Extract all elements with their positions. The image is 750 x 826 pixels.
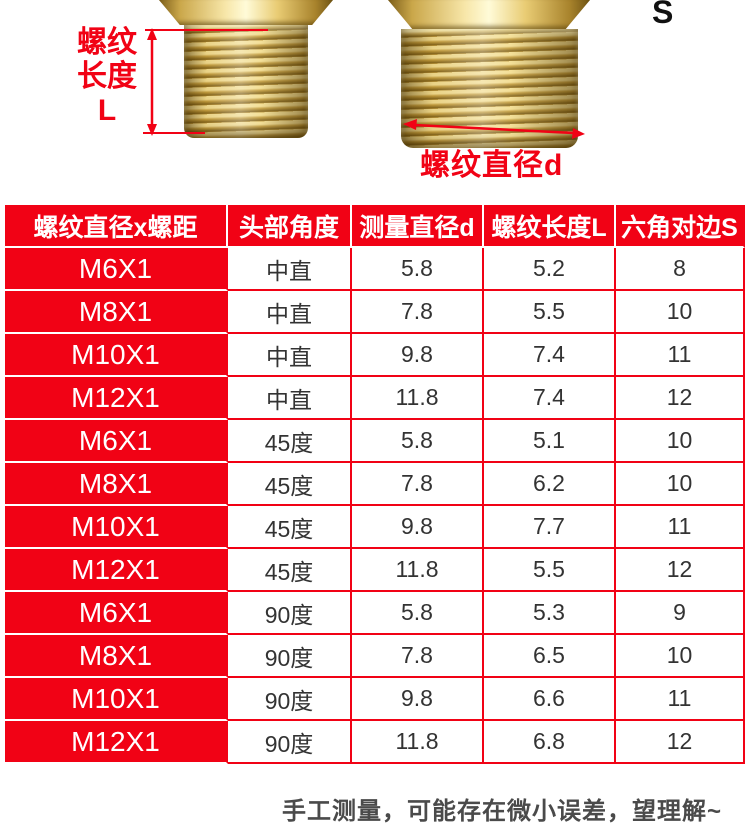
spec-value-cell: 90度: [228, 721, 352, 764]
spec-value-cell: 90度: [228, 678, 352, 721]
spec-value-cell: 7.7: [484, 506, 616, 549]
spec-value-cell: 7.8: [352, 463, 484, 506]
spec-size-cell: M6X1: [5, 248, 228, 291]
spec-value-cell: 8: [616, 248, 745, 291]
spec-size-cell: M12X1: [5, 377, 228, 420]
label-line: L: [97, 94, 117, 127]
spec-size-cell: M10X1: [5, 506, 228, 549]
spec-value-cell: 10: [616, 635, 745, 678]
spec-value-cell: 7.8: [352, 291, 484, 334]
spec-size-cell: M12X1: [5, 721, 228, 764]
table-row: M12X1 中直 11.8 7.4 12: [5, 377, 745, 420]
spec-value-cell: 中直: [228, 334, 352, 377]
spec-value-cell: 11: [616, 678, 745, 721]
fitting-hex-base: [388, 0, 590, 29]
spec-value-cell: 12: [616, 377, 745, 420]
spec-value-cell: 11.8: [352, 377, 484, 420]
spec-size-cell: M8X1: [5, 463, 228, 506]
spec-size-cell: M8X1: [5, 635, 228, 678]
spec-value-cell: 7.8: [352, 635, 484, 678]
label-line: 螺纹: [77, 26, 137, 59]
spec-value-cell: 6.8: [484, 721, 616, 764]
spec-value-cell: 9.8: [352, 506, 484, 549]
spec-value-cell: 5.8: [352, 420, 484, 463]
column-header: 螺纹长度L: [484, 205, 616, 248]
spec-value-cell: 5.8: [352, 592, 484, 635]
measurement-disclaimer: 手工测量，可能存在微小误差，望理解~: [281, 798, 722, 825]
spec-table: 螺纹直径x螺距 头部角度 测量直径d 螺纹长度L 六角对边S M6X1 中直 5.8 5.2 8…: [5, 205, 745, 764]
spec-value-cell: 5.1: [484, 420, 616, 463]
spec-size-cell: M6X1: [5, 592, 228, 635]
table-row: M10X1 90度 9.8 6.6 11: [5, 678, 745, 721]
spec-value-cell: 6.2: [484, 463, 616, 506]
spec-value-cell: 10: [616, 291, 745, 334]
table-row: M6X1 中直 5.8 5.2 8: [5, 248, 745, 291]
spec-size-cell: M8X1: [5, 291, 228, 334]
spec-value-cell: 12: [616, 549, 745, 592]
spec-value-cell: 9.8: [352, 678, 484, 721]
table-body: M6X1 中直 5.8 5.2 8 M8X1 中直 7.8 5.5 10 M10X1 中直 9.8 7.4…: [5, 248, 745, 764]
spec-value-cell: 45度: [228, 420, 352, 463]
column-header: 头部角度: [228, 205, 352, 248]
spec-value-cell: 5.2: [484, 248, 616, 291]
column-header: 六角对边S: [616, 205, 745, 248]
spec-value-cell: 5.3: [484, 592, 616, 635]
fitting-thread-shaft: [184, 25, 308, 138]
table-row: M8X1 中直 7.8 5.5 10: [5, 291, 745, 334]
table-row: M10X1 中直 9.8 7.4 11: [5, 334, 745, 377]
spec-value-cell: 6.5: [484, 635, 616, 678]
table-row: M10X1 45度 9.8 7.7 11: [5, 506, 745, 549]
fitting-thread-shaft: [401, 29, 578, 148]
spec-value-cell: 90度: [228, 592, 352, 635]
table-row: M8X1 45度 7.8 6.2 10: [5, 463, 745, 506]
thread-length-dimension-label: 螺纹 长度 L: [64, 26, 150, 128]
spec-value-cell: 10: [616, 463, 745, 506]
spec-size-cell: M10X1: [5, 334, 228, 377]
table-row: M6X1 45度 5.8 5.1 10: [5, 420, 745, 463]
spec-value-cell: 5.5: [484, 549, 616, 592]
spec-value-cell: 45度: [228, 549, 352, 592]
column-header: 螺纹直径x螺距: [5, 205, 228, 248]
spec-size-cell: M12X1: [5, 549, 228, 592]
spec-value-cell: 中直: [228, 291, 352, 334]
spec-value-cell: 9.8: [352, 334, 484, 377]
column-header: 测量直径d: [352, 205, 484, 248]
spec-value-cell: 7.4: [484, 334, 616, 377]
spec-size-cell: M10X1: [5, 678, 228, 721]
label-line: 长度: [77, 60, 137, 93]
spec-value-cell: 中直: [228, 248, 352, 291]
straight-grease-fitting-photo: [159, 0, 333, 140]
product-photo-section: 螺纹 长度 L 螺纹直径d S: [0, 0, 750, 205]
spec-value-cell: 6.6: [484, 678, 616, 721]
spec-size-cell: M6X1: [5, 420, 228, 463]
spec-value-cell: 11: [616, 334, 745, 377]
spec-value-cell: 12: [616, 721, 745, 764]
spec-value-cell: 10: [616, 420, 745, 463]
table-row: M6X1 90度 5.8 5.3 9: [5, 592, 745, 635]
spec-value-cell: 90度: [228, 635, 352, 678]
table-header-row: 螺纹直径x螺距 头部角度 测量直径d 螺纹长度L 六角对边S: [5, 205, 745, 248]
table-row: M12X1 45度 11.8 5.5 12: [5, 549, 745, 592]
thread-diameter-dimension-label: 螺纹直径d: [420, 149, 564, 182]
spec-value-cell: 11.8: [352, 721, 484, 764]
spec-value-cell: 45度: [228, 463, 352, 506]
spec-value-cell: 11: [616, 506, 745, 549]
spec-value-cell: 45度: [228, 506, 352, 549]
hex-width-dimension-label: S: [652, 0, 674, 30]
table-row: M12X1 90度 11.8 6.8 12: [5, 721, 745, 764]
spec-value-cell: 中直: [228, 377, 352, 420]
large-grease-fitting-photo: [388, 0, 590, 150]
spec-value-cell: 9: [616, 592, 745, 635]
spec-value-cell: 5.8: [352, 248, 484, 291]
spec-value-cell: 7.4: [484, 377, 616, 420]
spec-value-cell: 11.8: [352, 549, 484, 592]
spec-value-cell: 5.5: [484, 291, 616, 334]
fitting-hex-base: [159, 0, 333, 25]
table-row: M8X1 90度 7.8 6.5 10: [5, 635, 745, 678]
